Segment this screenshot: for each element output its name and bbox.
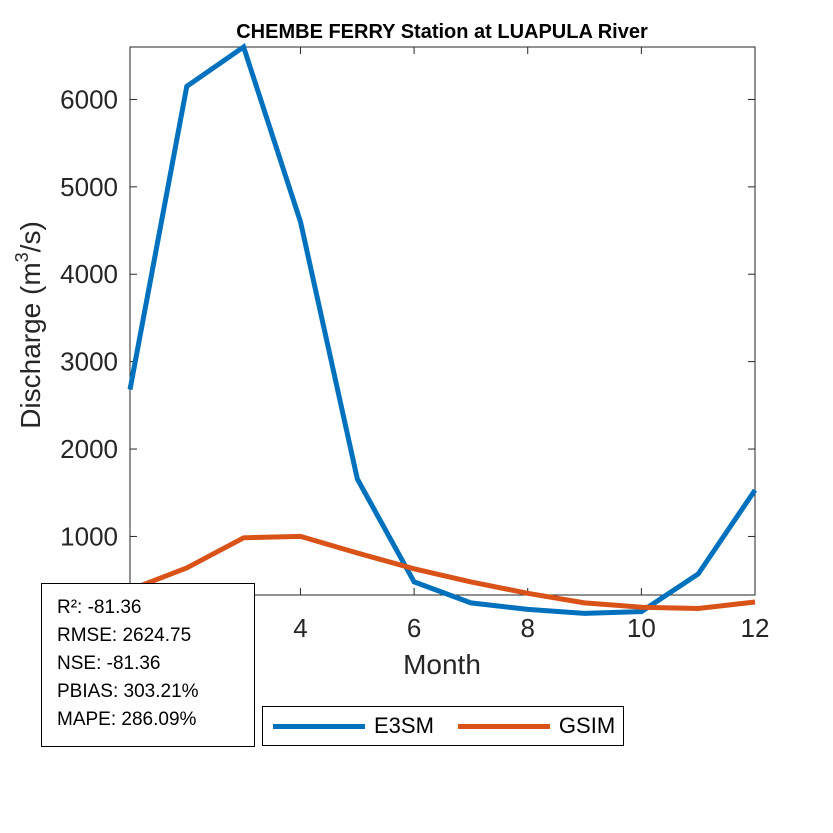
y-tick-label-6000: 6000 [60,84,118,114]
x-tick-label-6: 6 [407,613,421,643]
stat-mape: MAPE: 286.09% [57,709,197,730]
legend-label-e3sm: E3SM [374,713,434,738]
plot-area: 1000 2000 3000 4000 5000 6000 4 6 8 10 12 [60,43,770,643]
chart-title: CHEMBE FERRY Station at LUAPULA River [236,21,648,43]
legend-swatch-gsim [457,723,550,729]
y-axis-label-sup: 3 [12,252,32,262]
stat-rmse: RMSE: 2624.75 [57,625,192,646]
legend-label-gsim: GSIM [558,713,616,738]
series-line-gsim [129,533,756,612]
y-axis-label: Discharge (m3/s) [12,221,46,429]
y-tick-label-3000: 3000 [60,347,118,377]
series-line-e3sm [127,43,758,616]
y-axis-label-suffix: /s) [15,221,46,252]
x-tick-label-4: 4 [293,613,307,643]
x-tick-label-12: 12 [741,613,770,643]
x-tick-label-8: 8 [520,613,534,643]
y-axis-label-main: Discharge (m [15,262,46,428]
legend: E3SM GSIM [262,706,624,746]
stats-box: R²: -81.36 RMSE: 2624.75 NSE: -81.36 PBI… [41,583,255,747]
stat-r2: R²: -81.36 [57,597,142,618]
x-axis-label: Month [403,649,481,680]
y-tick-label-2000: 2000 [60,434,118,464]
y-tick-label-4000: 4000 [60,259,118,289]
legend-swatch-e3sm [273,723,365,729]
x-tick-label-10: 10 [627,613,656,643]
axes-box [129,46,756,596]
y-tick-label-5000: 5000 [60,172,118,202]
y-tick-label-1000: 1000 [60,521,118,551]
stat-pbias: PBIAS: 303.21% [57,681,199,702]
stat-nse: NSE: -81.36 [57,653,161,674]
legend-item-gsim: GSIM [457,713,629,739]
legend-item-e3sm: E3SM [273,713,448,739]
